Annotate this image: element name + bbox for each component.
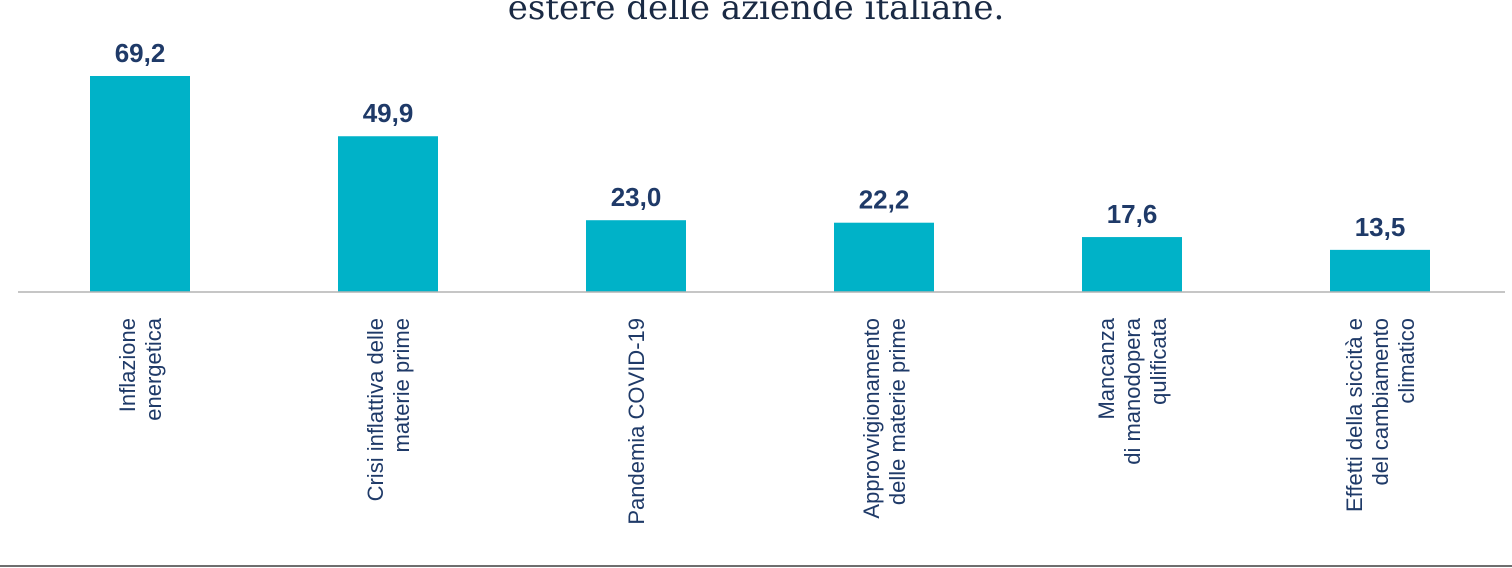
category-label-line: qulificata [1146, 317, 1171, 405]
bar-4 [834, 222, 934, 292]
category-label-6: Effetti della siccità edel cambiamentocl… [1342, 318, 1419, 512]
bar-3 [586, 220, 686, 292]
category-label-line: energetica [141, 317, 166, 421]
category-label-line: di manodopera [1120, 317, 1145, 465]
bar-2 [338, 136, 438, 292]
category-label-1: Inflazioneenergetica [115, 317, 166, 421]
value-label-4: 22,2 [859, 185, 910, 215]
bars-group [90, 76, 1430, 292]
category-label-line: Crisi inflattiva delle [363, 318, 388, 501]
category-label-line: materie prime [389, 318, 414, 452]
value-label-1: 69,2 [115, 38, 166, 68]
category-label-line: Effetti della siccità e [1342, 318, 1367, 512]
category-label-line: Inflazione [115, 318, 140, 412]
value-label-3: 23,0 [611, 182, 662, 212]
category-label-line: delle materie prime [885, 318, 910, 505]
chart-title: estere delle aziende italiane. [507, 0, 1005, 28]
category-labels-group: Inflazioneenergetica Crisi inflattiva del… [115, 317, 1419, 524]
value-label-5: 17,6 [1107, 199, 1158, 229]
category-label-4: Approvvigionamentodelle materie prime [859, 318, 910, 519]
value-label-2: 49,9 [363, 98, 414, 128]
category-label-3: Pandemia COVID-19 [624, 318, 649, 525]
category-label-line: Mancanza [1094, 317, 1119, 419]
bar-6 [1330, 249, 1430, 292]
category-label-line: climatico [1394, 318, 1419, 404]
bar-1 [90, 76, 190, 292]
category-label-line: del cambiamento [1368, 318, 1393, 486]
value-label-6: 13,5 [1355, 212, 1406, 242]
category-label-line: Pandemia COVID-19 [624, 318, 649, 525]
category-label-5: Mancanzadi manodoperaqulificata [1094, 317, 1171, 465]
value-labels-group: 69,2 49,9 23,0 22,2 17,6 13,5 [115, 38, 1406, 242]
bar-5 [1082, 237, 1182, 292]
category-label-2: Crisi inflattiva dellematerie prime [363, 318, 414, 501]
category-label-line: Approvvigionamento [859, 318, 884, 519]
